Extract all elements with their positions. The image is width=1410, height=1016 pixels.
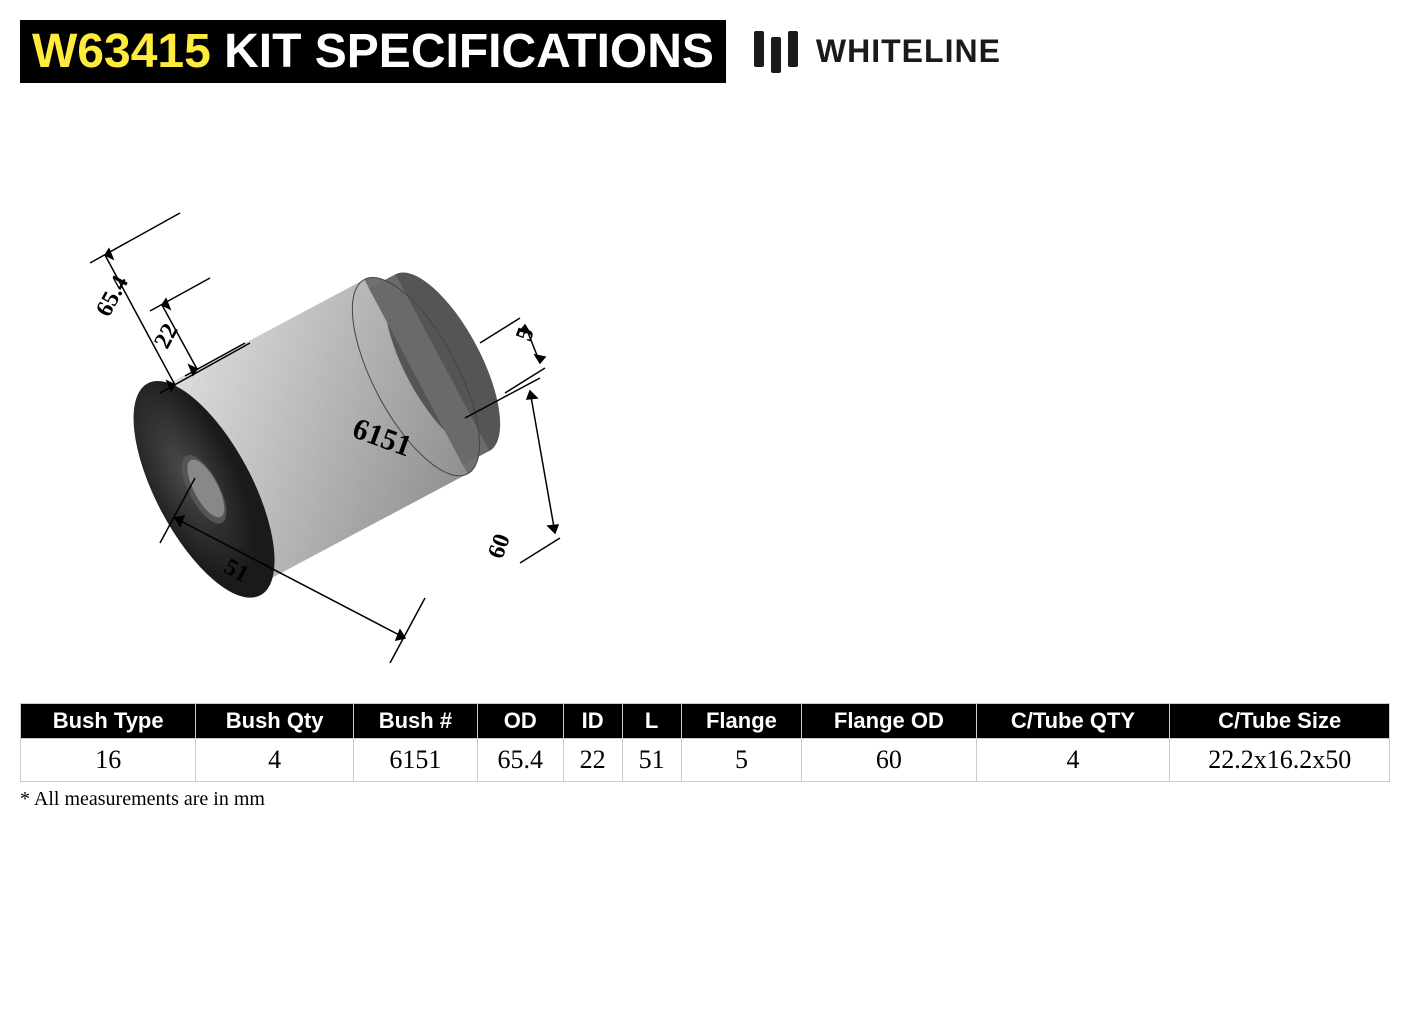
cell-l: 51 bbox=[622, 739, 681, 782]
col-bush-qty: Bush Qty bbox=[196, 704, 354, 739]
col-bush-type: Bush Type bbox=[21, 704, 196, 739]
cell-flange-od: 60 bbox=[802, 739, 976, 782]
title-suffix: KIT SPECIFICATIONS bbox=[211, 25, 714, 78]
cell-flange: 5 bbox=[681, 739, 802, 782]
spec-table-header-row: Bush Type Bush Qty Bush # OD ID L Flange… bbox=[21, 704, 1390, 739]
whiteline-logo-icon bbox=[746, 27, 806, 77]
cell-bush-qty: 4 bbox=[196, 739, 354, 782]
col-ctube-size: C/Tube Size bbox=[1170, 704, 1390, 739]
col-l: L bbox=[622, 704, 681, 739]
brand-name: WHITELINE bbox=[816, 33, 1001, 70]
cell-od: 65.4 bbox=[477, 739, 563, 782]
cell-ctube-qty: 4 bbox=[976, 739, 1170, 782]
col-id: ID bbox=[563, 704, 622, 739]
header: W63415 KIT SPECIFICATIONS WHITELINE bbox=[20, 20, 1390, 83]
col-od: OD bbox=[477, 704, 563, 739]
col-ctube-qty: C/Tube QTY bbox=[976, 704, 1170, 739]
cell-bush-type: 16 bbox=[21, 739, 196, 782]
col-flange-od: Flange OD bbox=[802, 704, 976, 739]
spec-table-row: 16 4 6151 65.4 22 51 5 60 4 22.2x16.2x50 bbox=[21, 739, 1390, 782]
cell-bush-num: 6151 bbox=[353, 739, 477, 782]
brand: WHITELINE bbox=[746, 27, 1001, 77]
cell-id: 22 bbox=[563, 739, 622, 782]
spec-table: Bush Type Bush Qty Bush # OD ID L Flange… bbox=[20, 703, 1390, 782]
title-box: W63415 KIT SPECIFICATIONS bbox=[20, 20, 726, 83]
product-code: W63415 bbox=[32, 25, 211, 78]
col-flange: Flange bbox=[681, 704, 802, 739]
col-bush-num: Bush # bbox=[353, 704, 477, 739]
measurement-footnote: * All measurements are in mm bbox=[20, 788, 1390, 811]
technical-diagram: 65.4 22 51 5 60 6151 bbox=[30, 143, 590, 663]
cell-ctube-size: 22.2x16.2x50 bbox=[1170, 739, 1390, 782]
